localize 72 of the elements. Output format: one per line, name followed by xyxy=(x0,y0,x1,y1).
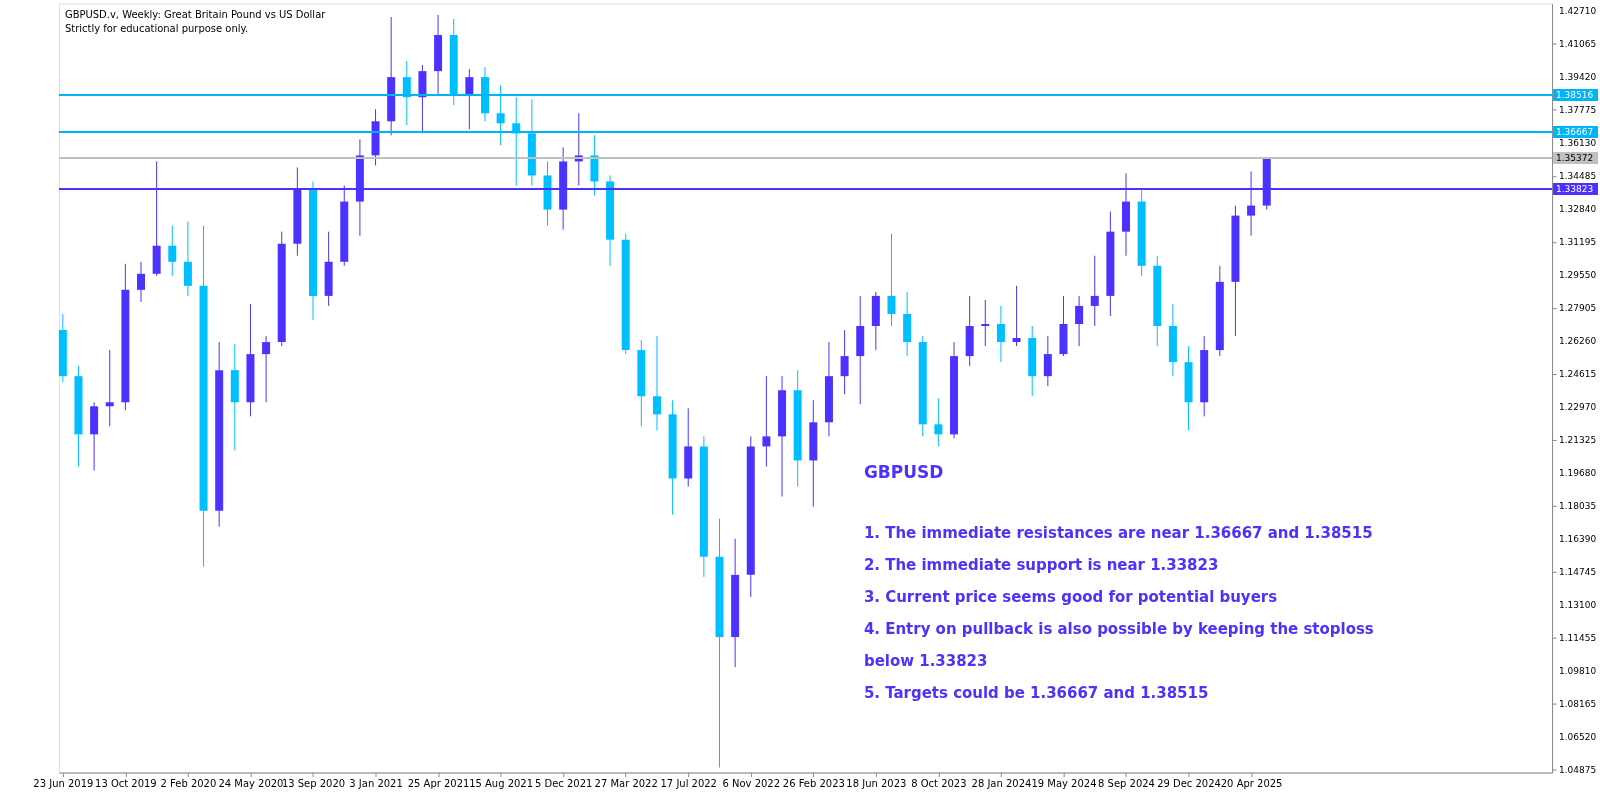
annotation: Strictly for educational purpose only. xyxy=(64,23,249,35)
candlestick xyxy=(1012,285,1021,347)
candlestick xyxy=(262,335,271,403)
y-tick-label: 1.39420 xyxy=(1559,71,1597,82)
y-tick-label: 1.29550 xyxy=(1559,269,1597,280)
x-tick-label: 2 Feb 2020 xyxy=(160,778,217,790)
y-tick-label: 1.14745 xyxy=(1559,566,1597,577)
y-tick-label: 1.22970 xyxy=(1559,401,1597,412)
y-tick-label: 1.27905 xyxy=(1559,302,1597,313)
y-tick-label: 1.41065 xyxy=(1559,38,1597,49)
annotation: 5. Targets could be 1.36667 and 1.38515 xyxy=(863,683,1209,702)
candlestick xyxy=(934,397,943,447)
y-tick-label: 1.26260 xyxy=(1559,335,1597,346)
x-tick-label: 19 May 2024 xyxy=(1031,778,1097,790)
y-tick-label: 1.31195 xyxy=(1559,236,1597,247)
candlestick xyxy=(996,305,1005,363)
annotation: GBPUSD xyxy=(863,461,944,482)
annotation: 3. Current price seems good for potential buyers xyxy=(863,587,1278,606)
x-tick-label: 29 Dec 2024 xyxy=(1157,778,1221,790)
x-tick-label: 27 Mar 2022 xyxy=(594,778,658,790)
y-tick-label: 1.34485 xyxy=(1559,170,1597,181)
x-tick-label: 5 Dec 2021 xyxy=(534,778,593,790)
y-tick-label: 1.19680 xyxy=(1559,467,1597,478)
y-tick-label: 1.13100 xyxy=(1559,599,1597,610)
y-tick-label: 1.42710 xyxy=(1559,5,1597,16)
ref-line-label: 1.35372 xyxy=(1556,152,1594,163)
candlestick xyxy=(168,225,177,277)
candlestick xyxy=(137,261,145,303)
x-tick-label: 3 Jan 2021 xyxy=(349,778,403,790)
x-tick-label: 26 Feb 2023 xyxy=(782,778,845,790)
ref-line-label: 1.38516 xyxy=(1556,89,1594,100)
x-tick-label: 25 Apr 2021 xyxy=(407,778,470,790)
x-tick-label: 15 Aug 2021 xyxy=(469,778,534,790)
x-tick-label: 20 Apr 2025 xyxy=(1220,778,1283,790)
y-tick-label: 1.09810 xyxy=(1559,665,1597,676)
ref-line-label: 1.33823 xyxy=(1556,184,1594,195)
annotation: below 1.33823 xyxy=(863,651,988,670)
y-tick-label: 1.32840 xyxy=(1559,203,1597,214)
ref-line-label: 1.36667 xyxy=(1556,126,1594,137)
candlestick xyxy=(652,335,661,431)
y-tick-label: 1.37775 xyxy=(1559,104,1597,115)
y-tick-label: 1.04875 xyxy=(1559,765,1597,776)
y-tick-label: 1.06520 xyxy=(1559,732,1597,742)
y-tick-label: 1.16390 xyxy=(1559,533,1597,544)
x-tick-label: 24 May 2020 xyxy=(218,778,284,790)
x-tick-label: 6 Nov 2022 xyxy=(722,778,781,790)
x-tick-label: 28 Jan 2024 xyxy=(971,778,1032,790)
x-tick-label: 23 Jun 2019 xyxy=(33,778,94,790)
y-tick-label: 1.24615 xyxy=(1559,368,1597,379)
candlestick xyxy=(887,233,896,327)
y-tick-label: 1.36130 xyxy=(1559,137,1597,148)
candlestick xyxy=(1043,335,1052,387)
candlestick xyxy=(762,375,771,467)
text: GBPUSD.v, Weekly: Great Britain Pound vs US Dollar xyxy=(64,9,327,21)
candlestick xyxy=(465,68,474,130)
candlestick xyxy=(1090,255,1099,327)
annotation: 4. Entry on pullback is also possible by keeping the stoploss xyxy=(863,619,1374,638)
candlestick xyxy=(105,349,114,427)
x-tick-label: 8 Oct 2023 xyxy=(911,778,967,790)
x-tick-label: 17 Jul 2022 xyxy=(660,778,717,790)
y-tick-label: 1.21325 xyxy=(1559,434,1597,445)
annotation: 2. The immediate support is near 1.33823 xyxy=(863,555,1219,574)
y-tick-label: 1.18035 xyxy=(1559,500,1597,511)
x-tick-label: 8 Sep 2024 xyxy=(1098,778,1155,790)
annotation: 1. The immediate resistances are near 1.36667 and 1.38515 xyxy=(863,523,1373,542)
candlestick xyxy=(840,329,849,395)
candlestick xyxy=(981,299,990,347)
y-tick-label: 1.08165 xyxy=(1559,698,1597,709)
x-tick-label: 13 Oct 2019 xyxy=(95,778,157,790)
y-tick-label: 1.11455 xyxy=(1559,632,1597,643)
x-tick-label: 18 Jun 2023 xyxy=(846,778,907,790)
candlestick xyxy=(1075,295,1084,347)
